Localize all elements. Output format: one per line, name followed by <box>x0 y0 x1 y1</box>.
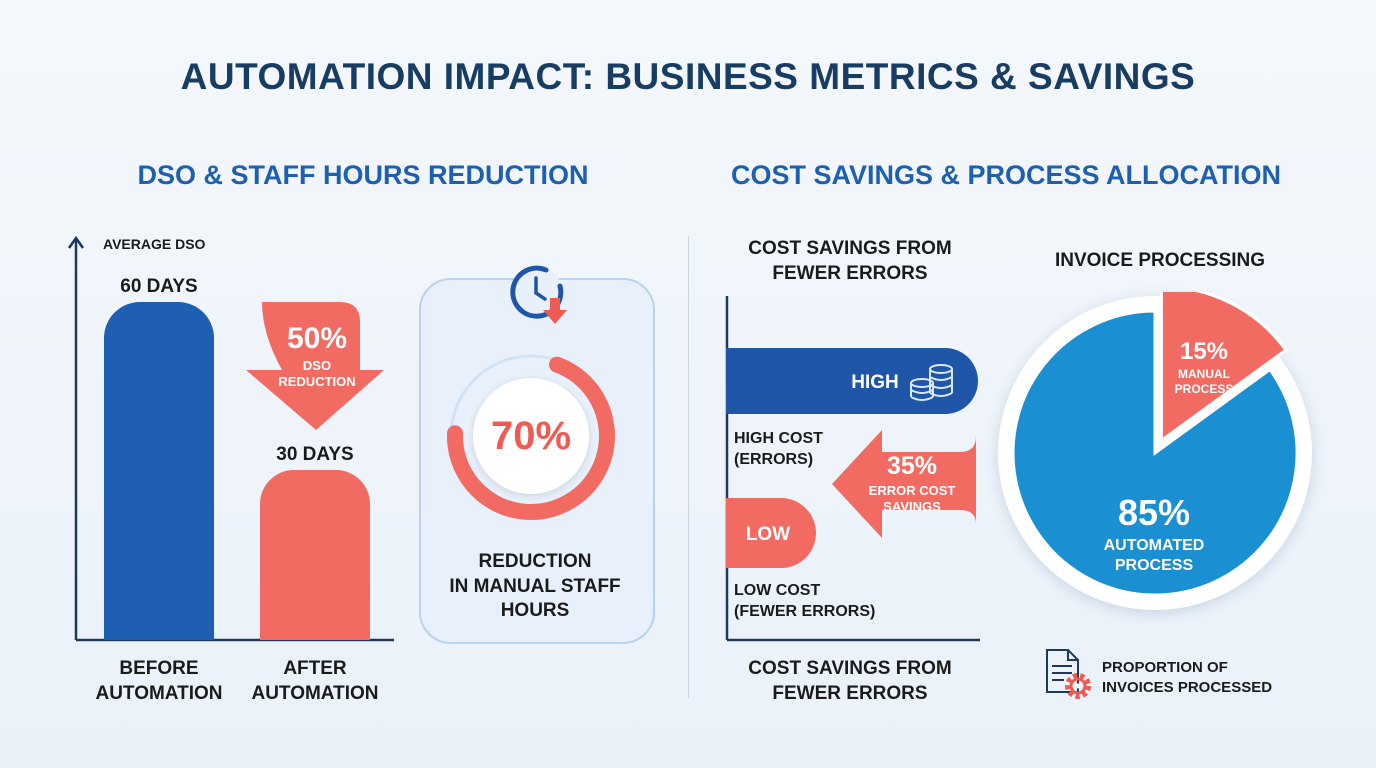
bar-high-label: HIGH <box>851 372 899 393</box>
staff-hours-inner-circle <box>473 378 589 494</box>
pie-manual-value: 15% <box>1179 338 1229 365</box>
pie-automated-value: 85% <box>1117 492 1191 533</box>
dso-reduction-value: 50% <box>286 322 348 355</box>
bar-high-cost <box>726 348 978 414</box>
clock-down-icon <box>510 265 567 324</box>
high-cost-description: HIGH COST (ERRORS) <box>734 430 823 468</box>
bar-low-cost <box>726 498 816 568</box>
page-title: AUTOMATION IMPACT: BUSINESS METRICS & SA… <box>180 56 1196 97</box>
staff-hours-label: REDUCTION IN MANUAL STAFF HOURS <box>449 551 621 621</box>
error-savings-label: ERROR COST SAVINGS <box>868 483 956 514</box>
section-divider <box>688 236 689 698</box>
pie-slice-automated <box>1011 309 1299 597</box>
dso-reduction-label: DSO REDUCTION <box>278 358 356 389</box>
x-tick-before: BEFORE AUTOMATION <box>95 658 223 704</box>
y-axis-label: AVERAGE DSO <box>103 236 206 252</box>
y-axis-arrow <box>67 235 85 249</box>
pie-slice-manual <box>1159 292 1288 444</box>
low-cost-description: LOW COST (FEWER ERRORS) <box>734 582 876 620</box>
bar-low-label: LOW <box>745 524 791 545</box>
section-title-cost: COST SAVINGS & PROCESS ALLOCATION <box>730 160 1282 190</box>
x-tick-after: AFTER AUTOMATION <box>251 658 379 704</box>
invoice-pie <box>1011 292 1299 597</box>
bar-value-label-before: 60 DAYS <box>120 276 198 297</box>
bar-after-automation <box>260 470 370 640</box>
pie-manual-label: MANUAL PROCESS <box>1174 367 1234 396</box>
dso-reduction-arrow <box>246 302 384 430</box>
bar-before-automation <box>104 302 214 640</box>
cost-chart-title-bottom: COST SAVINGS FROM FEWER ERRORS <box>748 658 952 704</box>
staff-hours-arc <box>446 356 615 520</box>
pie-footer-label: PROPORTION OF INVOICES PROCESSED <box>1102 659 1273 696</box>
pie-title: INVOICE PROCESSING <box>1054 250 1266 271</box>
staff-hours-value: 70% <box>490 414 572 458</box>
dso-axes <box>67 235 394 642</box>
section-title-dso: DSO & STAFF HOURS REDUCTION <box>137 160 589 190</box>
cost-chart-title-top: COST SAVINGS FROM FEWER ERRORS <box>748 238 952 284</box>
error-savings-value: 35% <box>886 452 938 480</box>
pie-automated-label: AUTOMATED PROCESS <box>1103 537 1205 574</box>
bar-value-label-after: 30 DAYS <box>276 444 354 465</box>
staff-hours-ring <box>446 354 615 520</box>
error-savings-arrow <box>832 430 976 538</box>
document-gear-icon <box>1046 649 1091 699</box>
coins-icon <box>910 364 953 401</box>
